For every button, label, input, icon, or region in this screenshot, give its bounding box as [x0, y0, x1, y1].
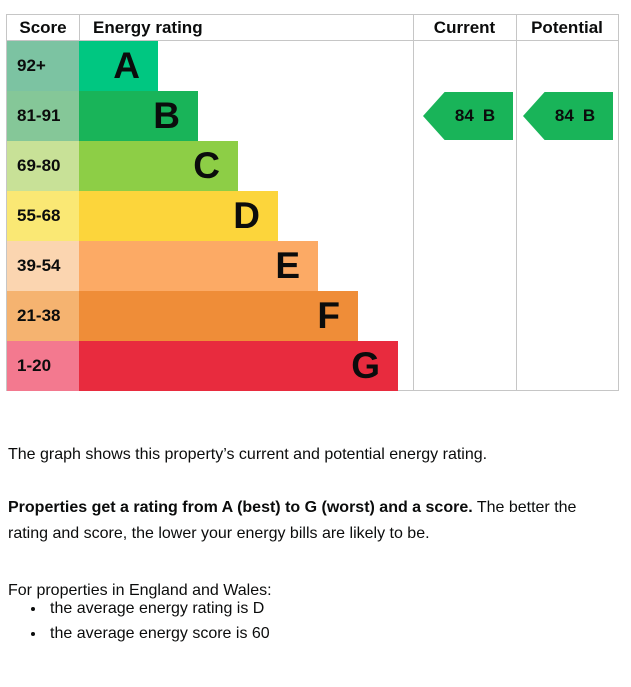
averages-list-wrap: the average energy rating is D the avera…: [8, 596, 620, 646]
score-range-b: 81-91: [7, 91, 79, 141]
potential-rating-arrow: 84 B: [523, 92, 613, 140]
band-bar-c: C: [79, 141, 238, 191]
band-bar-d: D: [79, 191, 278, 241]
band-bar-g: G: [79, 341, 398, 391]
potential-score: 84: [554, 106, 574, 125]
band-row-f: 21-38 F: [7, 291, 618, 341]
graph-intro-text: The graph shows this property’s current …: [8, 446, 488, 463]
band-row-g: 1-20 G: [7, 341, 618, 391]
current-rating-arrow: 84 B: [423, 92, 513, 140]
averages-list: the average energy rating is D the avera…: [8, 596, 620, 646]
header-score: Score: [19, 18, 67, 37]
score-range-f: 21-38: [7, 291, 79, 341]
potential-band: B: [582, 106, 596, 125]
divider-header: [7, 40, 618, 41]
score-range-e: 39-54: [7, 241, 79, 291]
rating-explanation-text: Properties get a rating from A (best) to…: [8, 495, 620, 547]
divider-score-column: [79, 15, 80, 41]
chart-header-row: Score Energy rating Current Potential: [7, 15, 618, 40]
score-range-g: 1-20: [7, 341, 79, 391]
band-row-e: 39-54 E: [7, 241, 618, 291]
header-energy-rating: Energy rating: [93, 18, 203, 37]
energy-rating-chart: Score Energy rating Current Potential 92…: [6, 14, 619, 391]
rating-explanation-bold: Properties get a rating from A (best) to…: [8, 499, 473, 516]
region-line-text: For properties in England and Wales:: [8, 582, 272, 599]
band-bar-a: A: [79, 41, 158, 91]
divider-potential-column: [516, 15, 517, 390]
band-row-a: 92+ A: [7, 41, 618, 91]
average-rating-item: the average energy rating is D: [46, 596, 620, 621]
score-range-c: 69-80: [7, 141, 79, 191]
band-bar-e: E: [79, 241, 318, 291]
score-range-a: 92+: [7, 41, 79, 91]
current-score: 84: [454, 106, 474, 125]
rating-explanation-rest: The better the rating and score, the low…: [8, 499, 577, 542]
band-bar-b: B: [79, 91, 198, 141]
band-bar-f: F: [79, 291, 358, 341]
rating-bands: 92+ A 81-91 B 69-80 C 55-68 D 39-54 E 21-38 F 1-20 G: [7, 41, 618, 391]
average-score-item: the average energy score is 60: [46, 621, 620, 646]
header-potential: Potential: [531, 18, 603, 37]
current-band: B: [482, 106, 496, 125]
band-row-b: 81-91 B: [7, 91, 618, 141]
band-row-c: 69-80 C: [7, 141, 618, 191]
header-current: Current: [433, 18, 496, 37]
divider-current-column: [413, 15, 414, 390]
band-row-d: 55-68 D: [7, 191, 618, 241]
score-range-d: 55-68: [7, 191, 79, 241]
